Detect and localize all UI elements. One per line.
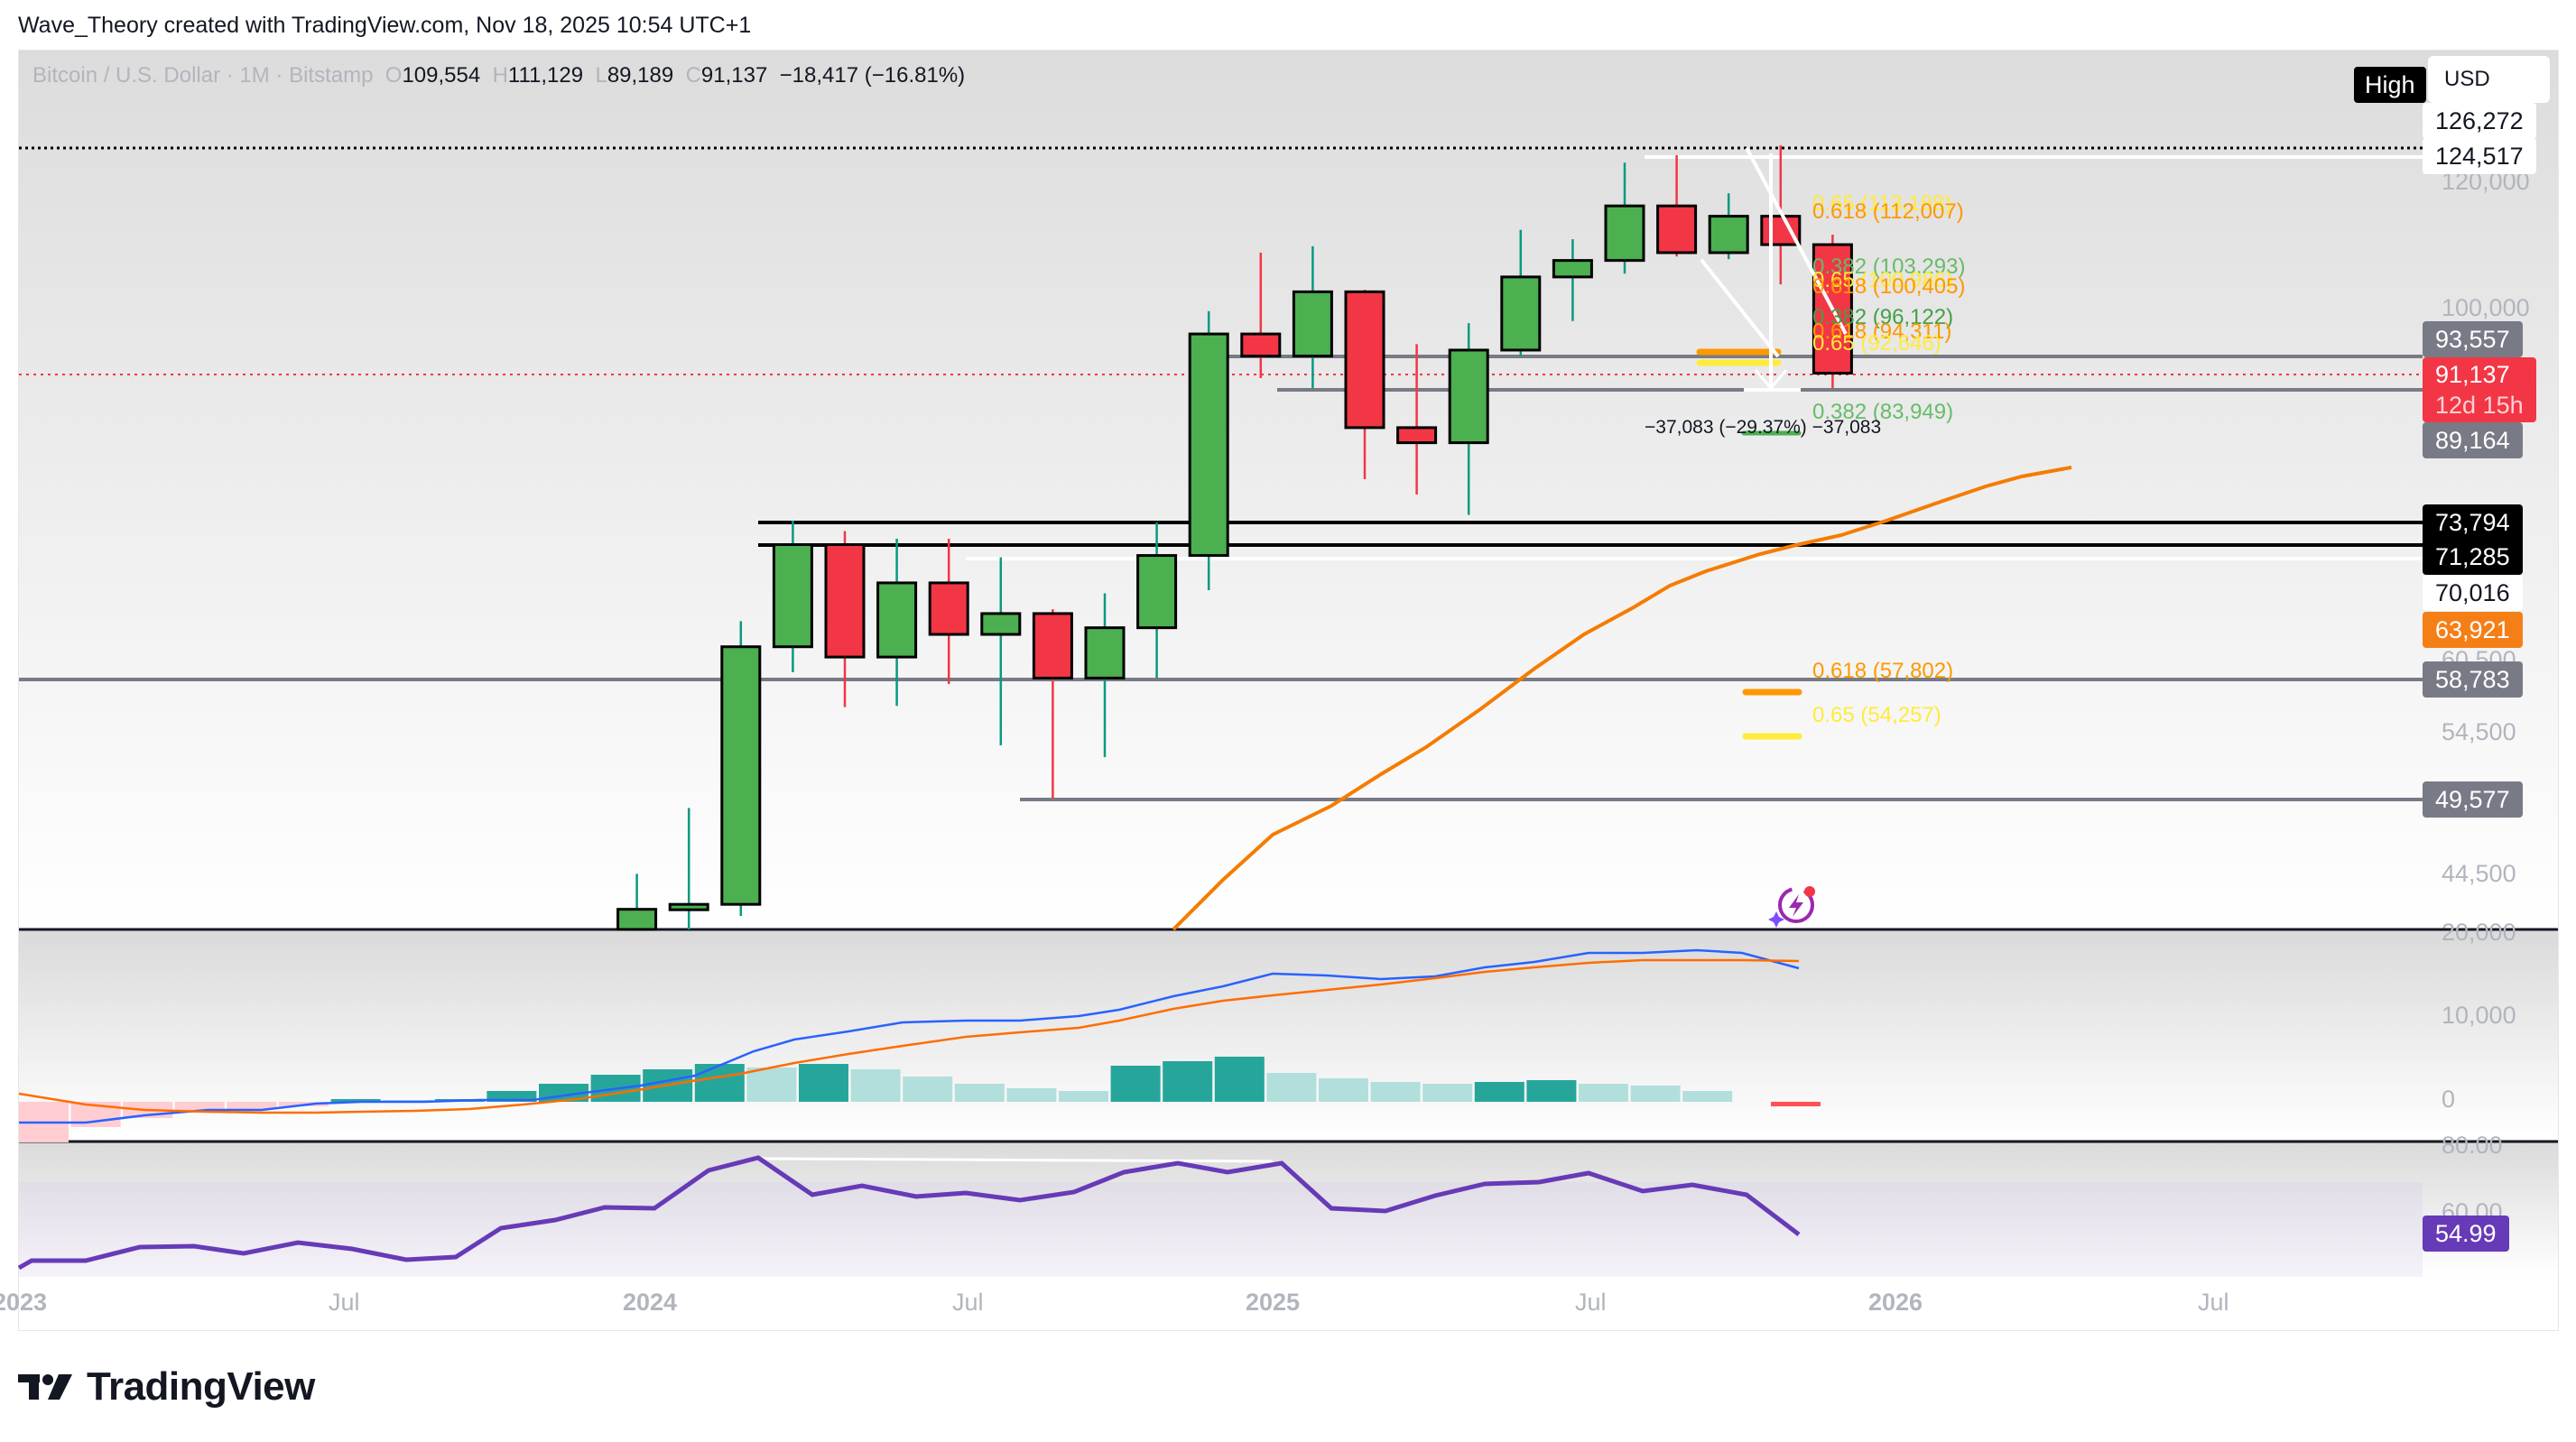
candle-bullish	[1500, 275, 1542, 352]
time-tick: 2026	[1868, 1289, 1923, 1316]
candle-bullish	[1552, 259, 1593, 279]
currency-selector[interactable]: USD	[2428, 56, 2550, 103]
tradingview-logo-icon	[18, 1374, 72, 1400]
candle-bullish	[876, 581, 918, 659]
fib-label: 0.65 (113,188)	[1812, 191, 1952, 216]
time-tick: Jul	[329, 1289, 360, 1316]
fib-label: 0.65 (100,986)	[1812, 268, 1954, 292]
fib-label: 0.618 (94,311)	[1812, 319, 1952, 344]
candle-bearish	[1656, 204, 1698, 254]
candle-countdown: 12d 15h	[2435, 392, 2524, 419]
candle-bearish	[1344, 290, 1385, 430]
candle-bullish	[668, 902, 709, 911]
macd-tick: 0	[2442, 1086, 2456, 1113]
candle-bullish	[1604, 204, 1645, 263]
candle-bearish	[824, 543, 866, 659]
fib-label: 0.65 (92,646)	[1812, 331, 1941, 356]
price-label-126272: 126,272	[2423, 103, 2536, 139]
rsi-tick: 80.00	[2442, 1132, 2503, 1159]
ohlc-high: 111,129	[507, 63, 584, 88]
macd-tick: 20,000	[2442, 919, 2516, 946]
tradingview-logo[interactable]: TradingView	[18, 1364, 315, 1410]
price-label-124517: 124,517	[2423, 138, 2536, 174]
time-tick: Jul	[952, 1289, 984, 1316]
fib-label: 0.65 (54,257)	[1812, 703, 1941, 727]
candle-bullish	[980, 612, 1022, 636]
candle-bearish	[1396, 426, 1438, 445]
time-tick: 2025	[1246, 1289, 1301, 1316]
ohlc-close: 91,137	[700, 63, 768, 88]
candle-bearish	[928, 581, 969, 636]
fib-label: 0.618 (57,802)	[1812, 659, 1954, 683]
candle-bullish	[1292, 290, 1333, 358]
measure-label: −37,083 (−29.37%) −37,083	[1645, 417, 1882, 438]
ohlc-low: 89,189	[607, 63, 674, 88]
current-price-label: 91,137 12d 15h	[2423, 357, 2536, 422]
ma-line	[1172, 466, 2072, 931]
time-tick: 2023	[0, 1289, 48, 1316]
candle-bullish	[720, 645, 762, 906]
ohlc-open: 109,554	[402, 63, 481, 88]
rsi-value-label: 54.99	[2423, 1216, 2509, 1252]
symbol-name: Bitcoin / U.S. Dollar · 1M · Bitstamp	[32, 63, 374, 88]
price-label-89164: 89,164	[2423, 422, 2523, 458]
candle-bullish	[1136, 554, 1178, 630]
fib-label: 0.618 (112,007)	[1812, 199, 1964, 224]
high-marker-button[interactable]: High	[2354, 67, 2426, 103]
price-label-73794: 73,794	[2423, 504, 2523, 541]
candle-bullish	[1188, 332, 1229, 558]
fib-label: 0.618 (100,405)	[1812, 274, 1966, 299]
candle-bearish	[1032, 612, 1073, 679]
fib-label: 0.382 (103,293)	[1812, 254, 1966, 279]
price-label-49577: 49,577	[2423, 781, 2523, 818]
time-tick: 2024	[623, 1289, 678, 1316]
candle-bearish	[1760, 215, 1802, 246]
ohlc-change: −18,417 (−16.81%)	[779, 63, 966, 88]
price-label-93557: 93,557	[2423, 321, 2523, 357]
macd-tick: 10,000	[2442, 1002, 2516, 1029]
rsi-line	[17, 1155, 1801, 1271]
price-pane	[19, 51, 2558, 929]
symbol-legend[interactable]: Bitcoin / U.S. Dollar · 1M · Bitstamp O1…	[32, 63, 966, 88]
price-tick: 54,500	[2442, 718, 2516, 745]
fib-label: 0.382 (83,949)	[1812, 400, 1954, 424]
signal-line	[18, 958, 1800, 1114]
candles	[616, 145, 1853, 931]
chart-frame	[18, 50, 2559, 1331]
macd-line	[19, 948, 1800, 1124]
time-tick: Jul	[2198, 1289, 2229, 1316]
time-tick: Jul	[1575, 1289, 1607, 1316]
candle-bullish	[1084, 626, 1126, 679]
price-tick: 100,000	[2442, 294, 2530, 321]
fib-label: 0.382 (96,122)	[1812, 305, 1954, 329]
price-label-58783: 58,783	[2423, 661, 2523, 698]
candle-bearish	[1240, 332, 1282, 358]
candle-bullish	[1708, 215, 1749, 254]
rsi-band	[19, 1182, 2423, 1277]
macd-pane	[19, 930, 2558, 1141]
ma-price-label: 63,921	[2423, 612, 2523, 648]
tv-assistant-icon[interactable]	[1768, 886, 1815, 928]
candle-bullish	[772, 543, 813, 649]
chart-credit: Wave_Theory created with TradingView.com…	[18, 13, 752, 38]
price-tick: 44,500	[2442, 860, 2516, 887]
candle-bullish	[1448, 348, 1489, 445]
macd-histogram	[19, 1057, 1821, 1142]
price-label-70016: 70,016	[2423, 575, 2523, 611]
candle-bullish	[616, 908, 658, 931]
price-label-71285: 71,285	[2423, 539, 2523, 575]
